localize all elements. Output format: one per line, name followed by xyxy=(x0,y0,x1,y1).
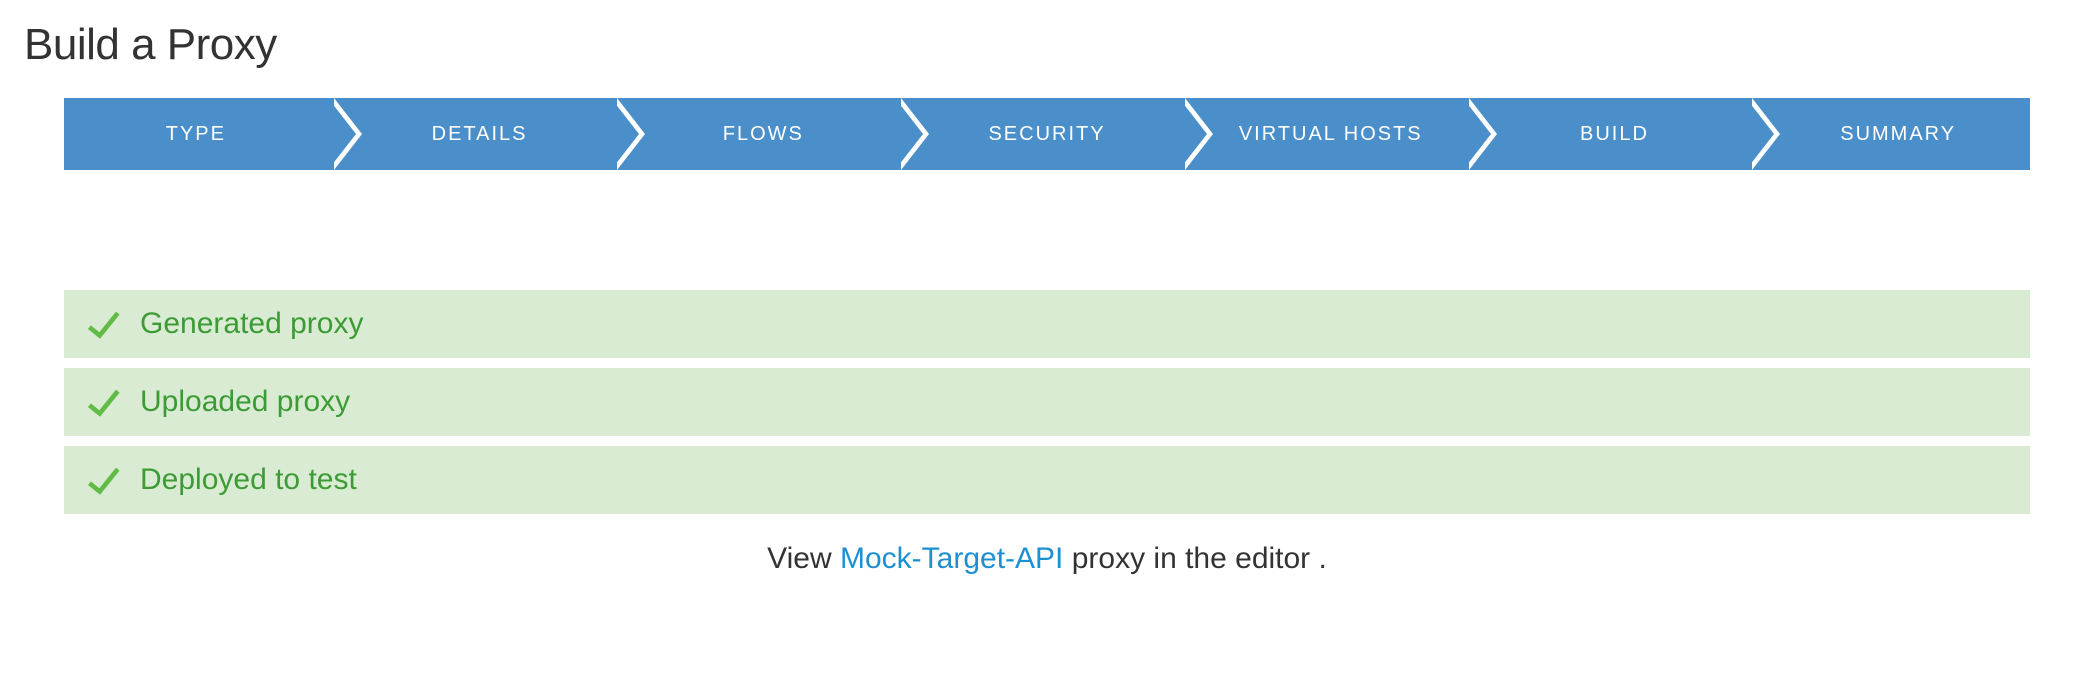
check-icon xyxy=(82,302,126,346)
wizard-step-type[interactable]: TYPE xyxy=(64,98,328,170)
status-row: Generated proxy xyxy=(64,290,2030,358)
footer-prefix: View xyxy=(767,542,840,575)
footer-suffix: proxy in the editor . xyxy=(1063,542,1326,575)
wizard-step-virtual-hosts[interactable]: VIRTUAL HOSTS xyxy=(1179,98,1463,170)
wizard-step-security[interactable]: SECURITY xyxy=(895,98,1179,170)
wizard-step-label: DETAILS xyxy=(432,123,528,146)
status-list: Generated proxy Uploaded proxy Deployed … xyxy=(64,290,2030,514)
wizard-step-label: SUMMARY xyxy=(1840,123,1956,146)
proxy-name-link[interactable]: Mock-Target-API xyxy=(840,542,1063,575)
page-title: Build a Proxy xyxy=(24,20,2070,70)
wizard-step-flows[interactable]: FLOWS xyxy=(611,98,895,170)
wizard-step-label: VIRTUAL HOSTS xyxy=(1239,123,1423,146)
status-label: Uploaded proxy xyxy=(140,385,350,419)
wizard-step-label: SECURITY xyxy=(988,123,1105,146)
status-row: Uploaded proxy xyxy=(64,368,2030,436)
wizard-step-label: FLOWS xyxy=(723,123,804,146)
wizard-step-label: TYPE xyxy=(166,123,226,146)
wizard-step-label: BUILD xyxy=(1580,123,1649,146)
check-icon xyxy=(82,458,126,502)
status-label: Generated proxy xyxy=(140,307,363,341)
footer-text: View Mock-Target-API proxy in the editor… xyxy=(24,542,2070,576)
check-icon xyxy=(82,380,126,424)
wizard-step-details[interactable]: DETAILS xyxy=(328,98,612,170)
status-label: Deployed to test xyxy=(140,463,357,497)
wizard-steps: TYPE DETAILS FLOWS SECURITY VIRTUAL HOST… xyxy=(64,98,2030,170)
wizard-step-build[interactable]: BUILD xyxy=(1463,98,1747,170)
status-row: Deployed to test xyxy=(64,446,2030,514)
wizard-step-summary[interactable]: SUMMARY xyxy=(1746,98,2030,170)
